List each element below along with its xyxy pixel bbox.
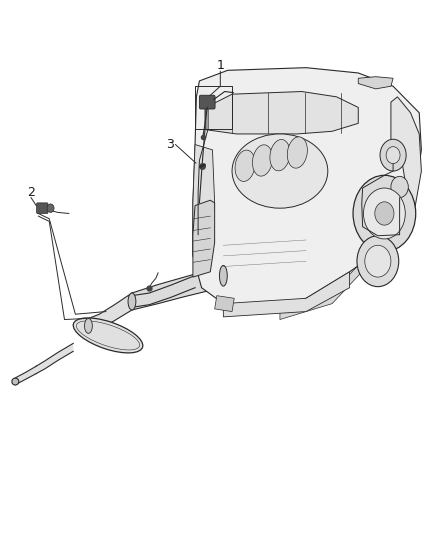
Ellipse shape <box>252 145 272 176</box>
Polygon shape <box>193 68 421 309</box>
Ellipse shape <box>219 265 227 286</box>
Circle shape <box>365 245 391 277</box>
Ellipse shape <box>12 378 19 385</box>
Ellipse shape <box>235 150 255 181</box>
Ellipse shape <box>73 318 143 353</box>
Circle shape <box>353 175 416 252</box>
Ellipse shape <box>270 140 290 171</box>
Circle shape <box>364 188 405 239</box>
Polygon shape <box>36 343 73 374</box>
Ellipse shape <box>232 134 328 208</box>
Circle shape <box>357 236 399 287</box>
Circle shape <box>386 147 400 164</box>
Circle shape <box>375 202 394 225</box>
Polygon shape <box>132 265 223 310</box>
Polygon shape <box>132 276 195 308</box>
Circle shape <box>391 176 408 198</box>
Polygon shape <box>206 92 358 134</box>
Circle shape <box>380 139 406 171</box>
Ellipse shape <box>85 318 92 333</box>
Polygon shape <box>215 296 234 312</box>
Polygon shape <box>358 77 393 89</box>
Ellipse shape <box>287 137 307 168</box>
Polygon shape <box>223 272 350 317</box>
Text: 2: 2 <box>27 186 35 199</box>
Polygon shape <box>280 251 380 319</box>
Polygon shape <box>193 144 215 256</box>
Text: 3: 3 <box>166 138 174 151</box>
Polygon shape <box>391 97 421 224</box>
FancyBboxPatch shape <box>199 95 215 109</box>
Polygon shape <box>193 200 215 277</box>
Ellipse shape <box>128 293 136 310</box>
Polygon shape <box>88 293 132 333</box>
Circle shape <box>47 204 54 213</box>
Text: 1: 1 <box>216 59 224 71</box>
Polygon shape <box>15 366 36 385</box>
FancyBboxPatch shape <box>37 203 48 214</box>
